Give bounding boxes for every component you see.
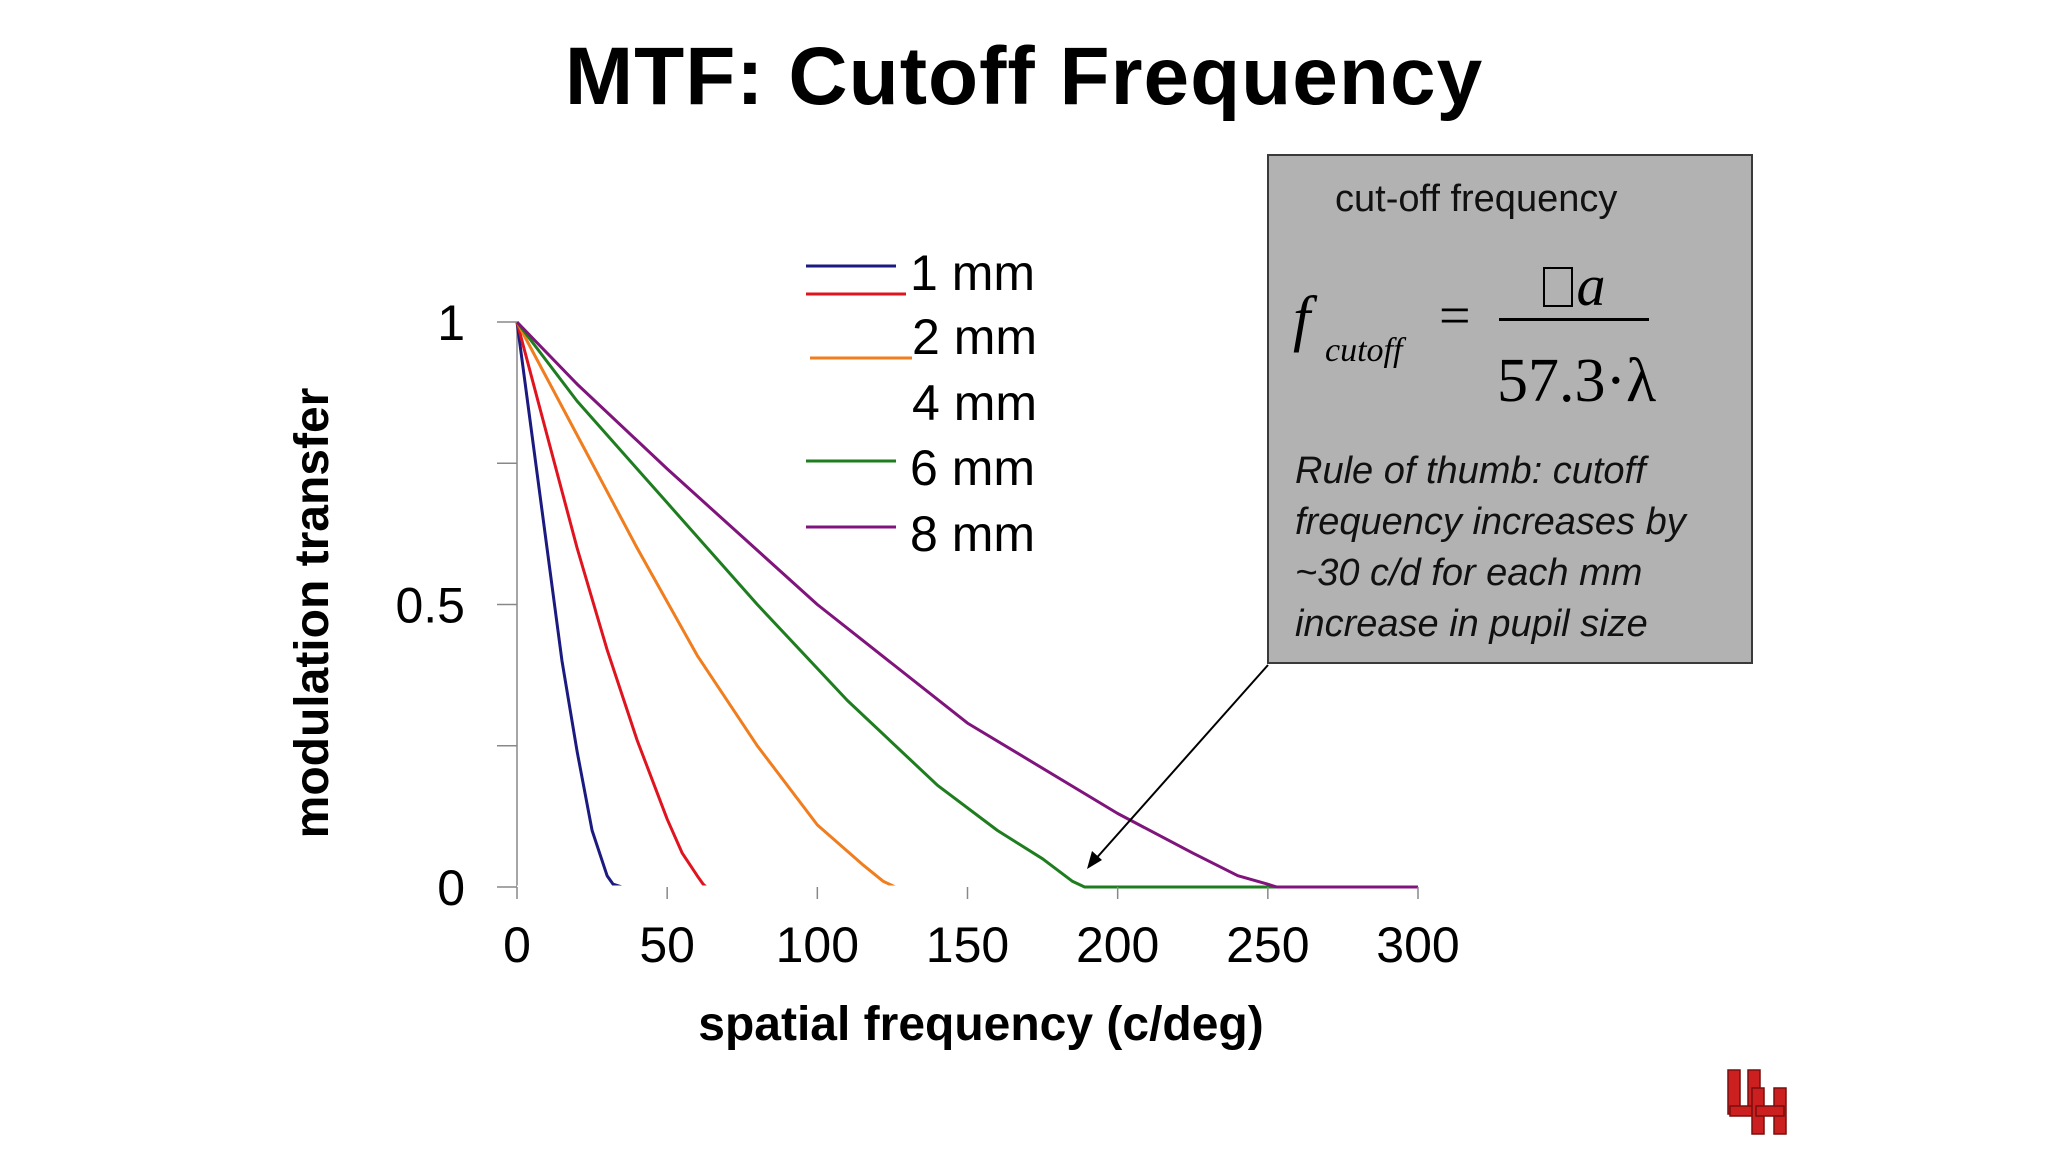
chart-ticks-layer: 0 50 100 150 200 250 300 0 0.5 1 bbox=[395, 295, 1459, 973]
series-line-2 bbox=[515, 321, 1418, 889]
x-tick-label: 300 bbox=[1376, 917, 1459, 973]
formula-numerator-symbol: a bbox=[1576, 253, 1606, 318]
legend-label-3: 4 mm bbox=[912, 375, 1037, 431]
x-axis-label: spatial frequency (c/deg) bbox=[698, 998, 1263, 1051]
callout-arrow bbox=[1087, 664, 1269, 869]
legend-label-5: 8 mm bbox=[910, 506, 1035, 562]
formula-equals: = bbox=[1439, 285, 1471, 347]
formula-numerator: a bbox=[1499, 254, 1649, 321]
legend-label-1: 2 mm bbox=[912, 309, 1037, 365]
missing-glyph-icon bbox=[1542, 267, 1573, 307]
cutoff-info-box: cut-off frequency f cutoff = a 57.3·λ Ru… bbox=[1267, 154, 1753, 664]
legend-label-0: 1 mm bbox=[910, 245, 1035, 301]
y-tick-label: 0 bbox=[437, 860, 465, 916]
legend-label-4: 6 mm bbox=[910, 440, 1035, 496]
x-tick-label: 250 bbox=[1226, 917, 1309, 973]
y-tick-label: 1 bbox=[437, 295, 465, 351]
info-box-heading: cut-off frequency bbox=[1335, 178, 1618, 220]
series-line-4 bbox=[515, 321, 1418, 889]
formula-f: f bbox=[1293, 285, 1311, 353]
x-tick-label: 50 bbox=[639, 917, 695, 973]
y-axis-label: modulation transfer bbox=[286, 388, 339, 839]
uh-logo-icon bbox=[1727, 1069, 1787, 1135]
formula-denominator: 57.3·λ bbox=[1497, 347, 1657, 415]
series-line-5 bbox=[515, 320, 1418, 889]
x-tick-label: 0 bbox=[503, 917, 531, 973]
formula-subscript: cutoff bbox=[1325, 332, 1403, 369]
x-tick-label: 150 bbox=[926, 917, 1009, 973]
rule-of-thumb-note: Rule of thumb: cutoff frequency increase… bbox=[1295, 450, 1686, 645]
x-tick-label: 200 bbox=[1076, 917, 1159, 973]
slide-title: MTF: Cutoff Frequency bbox=[564, 31, 1484, 122]
y-tick-label: 0.5 bbox=[395, 578, 465, 634]
series-line-1 bbox=[515, 321, 1418, 889]
chart-legend: 1 mm 2 mm 4 mm 6 mm 8 mm bbox=[806, 245, 1037, 562]
x-tick-label: 100 bbox=[776, 917, 859, 973]
